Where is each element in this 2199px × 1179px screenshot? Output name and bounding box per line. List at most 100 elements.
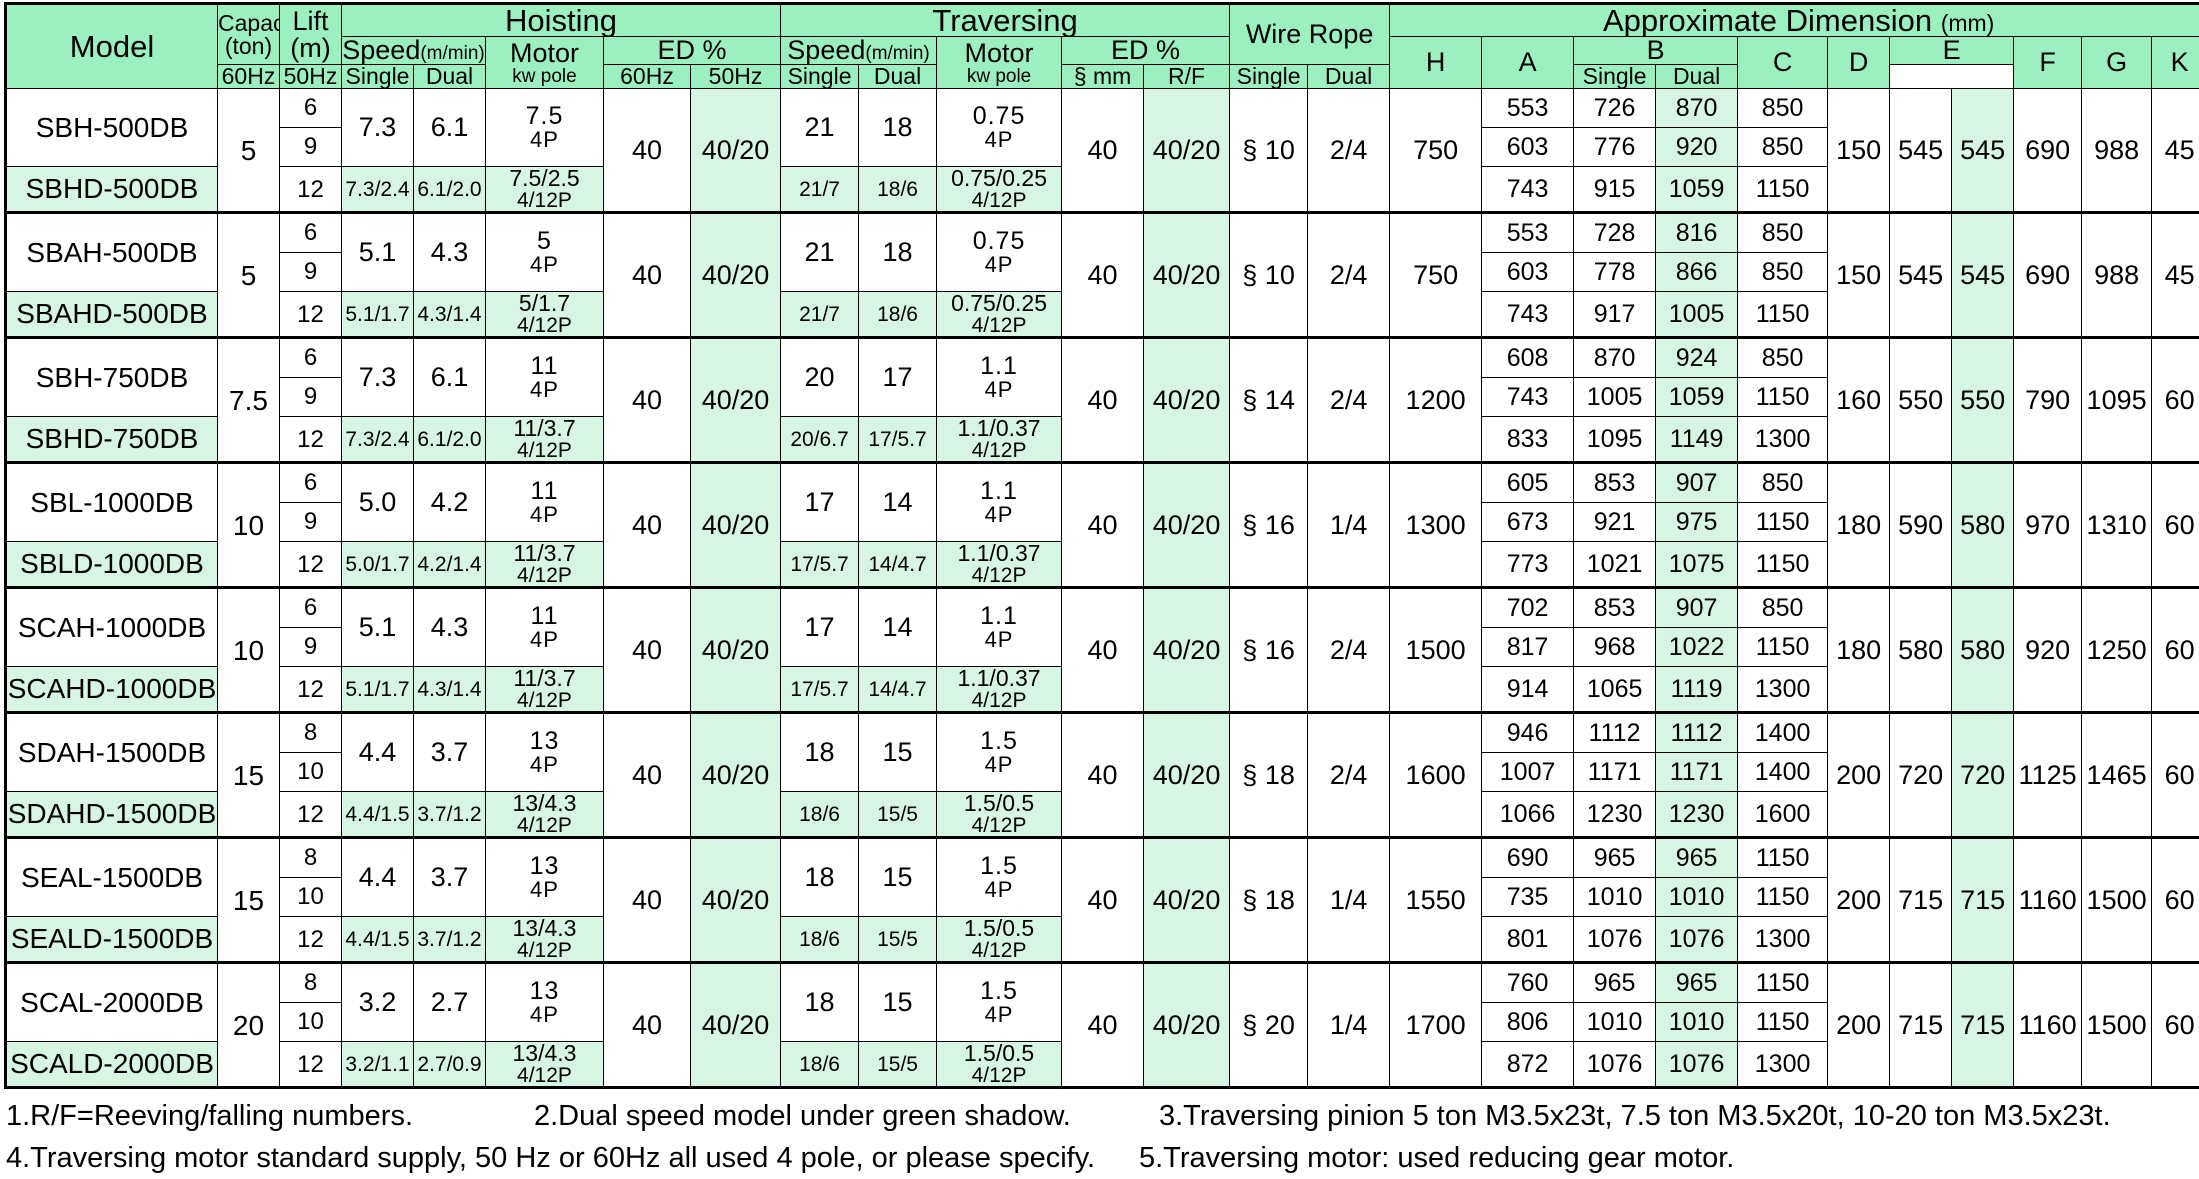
- lift-value-1: 8: [280, 963, 342, 1003]
- dim-A-3: 872: [1482, 1042, 1574, 1088]
- dim-K: 60: [2152, 963, 2199, 1088]
- hoist-speed-60-single: 5.1: [342, 213, 414, 292]
- dim-B-dual-3: 1149: [1656, 417, 1738, 463]
- lift-value-3: 12: [280, 542, 342, 588]
- dim-D: 200: [1828, 838, 1890, 963]
- lift-value-2: 9: [280, 128, 342, 167]
- col-dim-B-dual: Dual: [1308, 65, 1390, 89]
- dim-B-dual-1: 924: [1656, 338, 1738, 378]
- hoist-speed-60-single: 5.1: [342, 588, 414, 667]
- dim-B-single-3: 1230: [1574, 792, 1656, 838]
- hoist-motor-dual-pole: 4/12P: [486, 440, 603, 461]
- dim-B-single-3: 1021: [1574, 542, 1656, 588]
- hoist-ed-dual: 40/20: [691, 713, 781, 838]
- trav-motor-dual-pole: 4/12P: [937, 315, 1061, 336]
- trav-speed-60-single: 17: [781, 463, 859, 542]
- rope-diameter: § 18: [1230, 838, 1308, 963]
- model-dual: SBAHD-500DB: [6, 292, 218, 338]
- trav-speed-50-single: 17: [859, 338, 937, 417]
- trav-speed-60-single: 18: [781, 838, 859, 917]
- model-dual: SBHD-500DB: [6, 167, 218, 213]
- model-dual: SCAHD-1000DB: [6, 667, 218, 713]
- lift-value-3: 12: [280, 417, 342, 463]
- dim-B-single-1: 853: [1574, 463, 1656, 503]
- dim-B-single-1: 853: [1574, 588, 1656, 628]
- dim-C-1: 1150: [1738, 963, 1828, 1003]
- trav-motor-single-kw: 0.75: [937, 229, 1061, 254]
- hoist-speed-50-single: 3.7: [414, 838, 486, 917]
- capacity-value: 7.5: [218, 338, 280, 463]
- dim-B-single-3: 1065: [1574, 667, 1656, 713]
- hoist-speed-60-single: 4.4: [342, 713, 414, 792]
- dim-A-3: 833: [1482, 417, 1574, 463]
- hoist-motor-dual-pole: 4/12P: [486, 190, 603, 211]
- hoist-speed-50-single: 3.7: [414, 713, 486, 792]
- hoist-speed-50-dual: 4.3/1.4: [414, 292, 486, 338]
- dim-A-2: 673: [1482, 503, 1574, 542]
- rope-rf: 2/4: [1308, 89, 1390, 213]
- rope-diameter: § 16: [1230, 463, 1308, 588]
- trav-speed-50-dual: 18/6: [859, 167, 937, 213]
- rope-rf: 2/4: [1308, 713, 1390, 838]
- dim-K: 45: [2152, 89, 2199, 213]
- hoist-ed-dual: 40/20: [691, 338, 781, 463]
- approx-dim-unit: (mm): [1941, 10, 1995, 36]
- dim-A-2: 735: [1482, 878, 1574, 917]
- hoist-speed-50-single: 4.2: [414, 463, 486, 542]
- lift-value-2: 9: [280, 253, 342, 292]
- trav-motor-dual-kw: 1.5/0.5: [937, 792, 1061, 815]
- hoist-speed-50-dual: 2.7/0.9: [414, 1042, 486, 1088]
- rope-rf: 2/4: [1308, 213, 1390, 338]
- dim-H: 1500: [1390, 588, 1482, 713]
- trav-speed-50-single: 15: [859, 713, 937, 792]
- rope-diameter: § 10: [1230, 213, 1308, 338]
- hoist-speed-60-single: 4.4: [342, 838, 414, 917]
- dim-K: 60: [2152, 463, 2199, 588]
- trav-speed-60-dual: 18/6: [781, 917, 859, 963]
- model-single: SBL-1000DB: [6, 463, 218, 542]
- col-dim-E-single: Single: [1574, 65, 1656, 89]
- trav-motor-single-pole: 4P: [937, 879, 1061, 901]
- footnotes: 1.R/F=Reeving/falling numbers. 2.Dual sp…: [4, 1095, 2195, 1179]
- dim-F: 970: [2014, 463, 2082, 588]
- dim-B-single-2: 1010: [1574, 878, 1656, 917]
- col-rope-diameter: § mm: [1062, 65, 1144, 89]
- trav-ed-dual: 40/20: [1144, 338, 1230, 463]
- dim-C-3: 1300: [1738, 417, 1828, 463]
- dim-C-1: 1150: [1738, 838, 1828, 878]
- model-dual: SDAHD-1500DB: [6, 792, 218, 838]
- lift-unit: (m): [280, 35, 341, 62]
- dim-B-single-3: 915: [1574, 167, 1656, 213]
- trav-motor-dual-pole: 4/12P: [937, 815, 1061, 836]
- col-approx-dimension: Approximate Dimension (mm): [1390, 4, 2199, 37]
- dim-F: 1160: [2014, 838, 2082, 963]
- dim-A-1: 553: [1482, 89, 1574, 128]
- dim-B-dual-3: 1076: [1656, 1042, 1738, 1088]
- trav-speed-60-dual: 17/5.7: [781, 542, 859, 588]
- hoist-speed-60-dual: 3.2/1.1: [342, 1042, 414, 1088]
- col-rope-rf: R/F: [1144, 65, 1230, 89]
- dim-B-single-2: 778: [1574, 253, 1656, 292]
- trav-speed-60-single: 18: [781, 713, 859, 792]
- dim-E-dual: 580: [1952, 588, 2014, 713]
- dim-A-1: 690: [1482, 838, 1574, 878]
- dim-B-dual-2: 1022: [1656, 628, 1738, 667]
- dim-E-single: 545: [1890, 89, 1952, 213]
- dim-B-dual-2: 975: [1656, 503, 1738, 542]
- dim-C-3: 1300: [1738, 667, 1828, 713]
- trav-ed-single: 40: [1062, 588, 1144, 713]
- hoist-motor-dual-pole: 4/12P: [486, 315, 603, 336]
- dim-E-dual: 545: [1952, 213, 2014, 338]
- dim-E-dual: 720: [1952, 713, 2014, 838]
- col-dim-D: D: [1828, 37, 1890, 89]
